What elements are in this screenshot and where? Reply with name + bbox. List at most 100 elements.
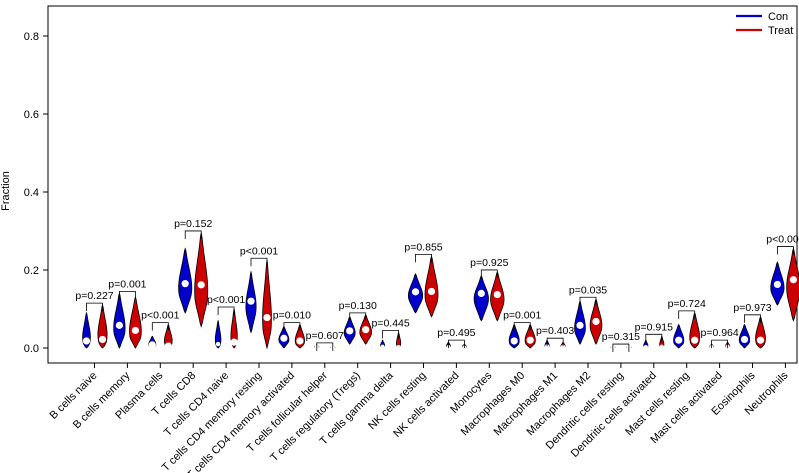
median-point-treat: [263, 313, 271, 322]
median-point-con: [247, 297, 255, 305]
median-point-treat: [756, 336, 765, 344]
violin-treat: [262, 260, 272, 350]
p-value-label: p=0.973: [733, 302, 771, 314]
legend: Con Treat: [736, 11, 793, 37]
median-point-con: [82, 337, 91, 345]
median-point-treat: [493, 290, 501, 299]
p-value-label: p=0.607: [306, 330, 344, 342]
violin-con: [214, 319, 222, 349]
median-point-con: [411, 288, 420, 296]
median-point-treat: [98, 335, 107, 344]
median-point-treat: [659, 344, 664, 350]
p-value-label: p=0.035: [569, 284, 607, 296]
p-value-bracket: [711, 339, 728, 349]
p-value-bracket: [316, 342, 334, 351]
p-value-label: p=0.315: [602, 331, 640, 343]
p-value-bracket: [777, 246, 794, 255]
median-point-con: [576, 321, 584, 329]
median-point-treat: [164, 342, 172, 350]
x-tick-label: B cells memory: [71, 369, 133, 431]
p-value-label: p=0.403: [536, 325, 574, 337]
p-value-bracket: [217, 306, 235, 315]
median-point-con: [477, 289, 485, 297]
p-value-label: p=0.925: [470, 257, 508, 269]
p-value-bracket: [184, 230, 202, 239]
violin-con: [673, 323, 685, 349]
median-point-con: [148, 341, 156, 349]
p-value-bracket: [678, 310, 696, 319]
median-point-treat: [131, 326, 139, 335]
violin-treat: [424, 255, 439, 318]
p-value-bracket: [448, 339, 465, 349]
median-point-con: [773, 280, 782, 289]
median-point-treat: [396, 345, 401, 350]
p-value-label: p=0.001: [503, 310, 541, 322]
p-value-label: p=0.152: [174, 218, 212, 230]
violin-treat: [194, 232, 209, 328]
median-point-con: [115, 321, 123, 329]
p-value-label: p<0.001: [141, 310, 179, 322]
p-value-label: p=0.915: [635, 321, 673, 333]
median-point-con: [643, 345, 648, 350]
p-value-label: p<0.001: [766, 234, 799, 246]
y-axis: 0.0 0.2 0.4 0.6 0.8: [24, 31, 48, 355]
p-value-label: p=0.724: [668, 298, 706, 310]
p-value-label: p=0.001: [108, 278, 146, 290]
median-point-con: [280, 334, 288, 342]
p-value-bracket: [86, 302, 103, 312]
violin-treat: [129, 296, 142, 349]
median-point-treat: [526, 336, 534, 344]
p-value-annotations: p=0.227p=0.001p<0.001p=0.152p<0.001p<0.0…: [75, 218, 799, 353]
plot-border: [47, 5, 798, 364]
median-point-con: [181, 280, 189, 288]
median-point-treat: [197, 281, 205, 289]
p-value-bracket: [579, 296, 597, 306]
p-value-label: p=0.445: [371, 317, 409, 329]
median-point-treat: [691, 336, 699, 344]
p-value-bracket: [250, 257, 268, 267]
violin-treat: [230, 307, 238, 349]
median-point-treat: [362, 326, 370, 334]
p-value-bracket: [513, 322, 531, 331]
p-value-label: p=0.964: [700, 327, 738, 339]
y-axis-label: Fraction: [0, 171, 12, 211]
p-value-bracket: [151, 322, 169, 331]
violin-treat: [786, 247, 799, 322]
median-point-con: [380, 344, 385, 350]
violin-con: [473, 274, 489, 322]
plot-frame: [47, 5, 798, 364]
median-point-treat: [296, 337, 304, 345]
p-value-bracket: [480, 269, 498, 278]
p-value-bracket: [546, 337, 564, 347]
median-point-treat: [427, 287, 436, 296]
p-value-label: p=0.495: [437, 327, 475, 339]
p-value-bracket: [382, 330, 399, 339]
p-value-bracket: [612, 343, 630, 353]
median-point-con: [675, 336, 683, 344]
p-value-bracket: [119, 291, 136, 300]
y-tick-label: 0.4: [24, 187, 39, 199]
p-value-label: p=0.227: [75, 290, 113, 302]
median-point-con: [510, 337, 518, 345]
p-value-bracket: [415, 253, 432, 263]
legend-label-treat: Treat: [768, 25, 793, 37]
y-tick-label: 0.2: [24, 265, 39, 277]
y-tick-label: 0.8: [24, 31, 39, 43]
p-value-label: p<0.001: [240, 245, 278, 257]
y-tick-label: 0.6: [24, 109, 39, 121]
median-point-con: [544, 344, 550, 349]
p-value-label: p=0.010: [273, 310, 311, 322]
y-tick-label: 0.0: [24, 343, 39, 355]
median-point-con: [346, 327, 354, 335]
p-value-bracket: [645, 333, 663, 343]
median-point-treat: [789, 276, 798, 284]
p-value-label: p=0.855: [404, 241, 442, 253]
median-point-con: [740, 335, 749, 344]
violins: [82, 232, 799, 350]
p-value-bracket: [744, 314, 761, 323]
x-tick-label: NK cells resting: [366, 370, 429, 433]
median-point-treat: [560, 344, 566, 350]
median-point-con: [215, 341, 221, 347]
